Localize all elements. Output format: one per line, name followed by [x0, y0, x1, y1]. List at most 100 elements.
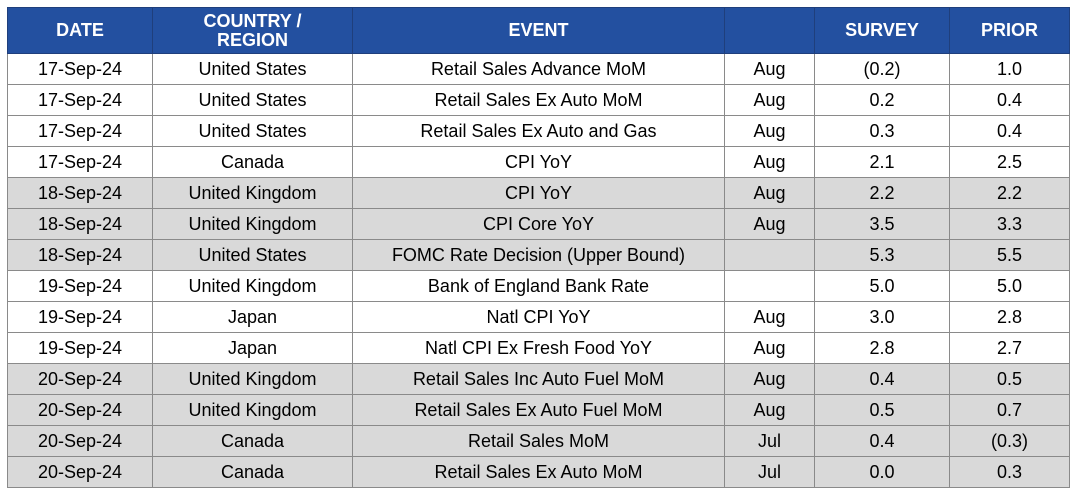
cell-period: Jul [724, 425, 815, 457]
cell-region: United Kingdom [152, 208, 353, 240]
cell-prior: 2.5 [949, 146, 1070, 178]
cell-prior: 5.5 [949, 239, 1070, 271]
cell-period: Aug [724, 332, 815, 364]
table-row: 20-Sep-24 United Kingdom Retail Sales In… [7, 363, 1070, 395]
cell-date: 19-Sep-24 [7, 270, 153, 302]
cell-date: 17-Sep-24 [7, 53, 153, 85]
cell-prior: 0.4 [949, 115, 1070, 147]
header-prior: PRIOR [949, 7, 1070, 54]
cell-prior: 2.8 [949, 301, 1070, 333]
cell-date: 17-Sep-24 [7, 146, 153, 178]
cell-region: Canada [152, 456, 353, 488]
cell-date: 19-Sep-24 [7, 301, 153, 333]
cell-event: CPI YoY [352, 146, 725, 178]
table-row: 17-Sep-24 United States Retail Sales Ex … [7, 115, 1070, 147]
cell-date: 18-Sep-24 [7, 208, 153, 240]
cell-region: United Kingdom [152, 177, 353, 209]
header-region-line1: COUNTRY / [203, 10, 302, 31]
cell-prior: 5.0 [949, 270, 1070, 302]
economic-calendar-table: DATE COUNTRY / REGION EVENT SURVEY PRIOR… [7, 7, 1070, 488]
cell-prior: 2.2 [949, 177, 1070, 209]
cell-region: Canada [152, 425, 353, 457]
cell-event: Natl CPI Ex Fresh Food YoY [352, 332, 725, 364]
cell-date: 18-Sep-24 [7, 177, 153, 209]
header-date: DATE [7, 7, 153, 54]
cell-survey: 2.8 [814, 332, 950, 364]
cell-period: Aug [724, 301, 815, 333]
cell-period: Jul [724, 456, 815, 488]
header-survey: SURVEY [814, 7, 950, 54]
cell-survey: 0.4 [814, 425, 950, 457]
header-region-line2: REGION [216, 29, 288, 50]
cell-period: Aug [724, 115, 815, 147]
cell-survey: 0.4 [814, 363, 950, 395]
table-row: 19-Sep-24 Japan Natl CPI Ex Fresh Food Y… [7, 332, 1070, 364]
header-country-region: COUNTRY / REGION [152, 7, 353, 54]
table-header-row: DATE COUNTRY / REGION EVENT SURVEY PRIOR [7, 7, 1070, 54]
cell-prior: (0.3) [949, 425, 1070, 457]
cell-region: United States [152, 84, 353, 116]
cell-region: United Kingdom [152, 394, 353, 426]
cell-period [724, 270, 815, 302]
table-row: 17-Sep-24 United States Retail Sales Adv… [7, 53, 1070, 85]
cell-prior: 0.4 [949, 84, 1070, 116]
header-event: EVENT [352, 7, 725, 54]
header-period [724, 7, 815, 54]
cell-prior: 2.7 [949, 332, 1070, 364]
table-row: 17-Sep-24 Canada CPI YoY Aug 2.1 2.5 [7, 146, 1070, 178]
cell-region: Japan [152, 332, 353, 364]
table-body: 17-Sep-24 United States Retail Sales Adv… [7, 53, 1070, 488]
cell-prior: 1.0 [949, 53, 1070, 85]
cell-date: 20-Sep-24 [7, 425, 153, 457]
cell-survey: 0.5 [814, 394, 950, 426]
cell-prior: 0.5 [949, 363, 1070, 395]
cell-prior: 0.7 [949, 394, 1070, 426]
cell-survey: 5.0 [814, 270, 950, 302]
cell-region: Japan [152, 301, 353, 333]
cell-survey: 3.5 [814, 208, 950, 240]
table-row: 20-Sep-24 Canada Retail Sales Ex Auto Mo… [7, 456, 1070, 488]
cell-survey: 2.2 [814, 177, 950, 209]
cell-region: United Kingdom [152, 270, 353, 302]
cell-event: Retail Sales Ex Auto MoM [352, 84, 725, 116]
cell-period: Aug [724, 208, 815, 240]
cell-event: Retail Sales Ex Auto and Gas [352, 115, 725, 147]
table-row: 18-Sep-24 United States FOMC Rate Decisi… [7, 239, 1070, 271]
cell-event: Retail Sales Inc Auto Fuel MoM [352, 363, 725, 395]
table-row: 17-Sep-24 United States Retail Sales Ex … [7, 84, 1070, 116]
cell-event: Retail Sales MoM [352, 425, 725, 457]
cell-date: 20-Sep-24 [7, 456, 153, 488]
table-row: 18-Sep-24 United Kingdom CPI Core YoY Au… [7, 208, 1070, 240]
cell-region: United Kingdom [152, 363, 353, 395]
cell-event: Retail Sales Ex Auto MoM [352, 456, 725, 488]
cell-period: Aug [724, 53, 815, 85]
cell-event: Bank of England Bank Rate [352, 270, 725, 302]
cell-period: Aug [724, 363, 815, 395]
cell-event: Retail Sales Advance MoM [352, 53, 725, 85]
cell-period: Aug [724, 84, 815, 116]
cell-survey: (0.2) [814, 53, 950, 85]
cell-event: FOMC Rate Decision (Upper Bound) [352, 239, 725, 271]
table-row: 19-Sep-24 United Kingdom Bank of England… [7, 270, 1070, 302]
cell-region: United States [152, 239, 353, 271]
cell-prior: 3.3 [949, 208, 1070, 240]
table-row: 19-Sep-24 Japan Natl CPI YoY Aug 3.0 2.8 [7, 301, 1070, 333]
cell-event: Retail Sales Ex Auto Fuel MoM [352, 394, 725, 426]
cell-period: Aug [724, 177, 815, 209]
cell-survey: 2.1 [814, 146, 950, 178]
cell-survey: 0.0 [814, 456, 950, 488]
cell-date: 20-Sep-24 [7, 363, 153, 395]
cell-event: CPI YoY [352, 177, 725, 209]
table-row: 20-Sep-24 Canada Retail Sales MoM Jul 0.… [7, 425, 1070, 457]
cell-date: 17-Sep-24 [7, 115, 153, 147]
cell-survey: 0.3 [814, 115, 950, 147]
cell-period [724, 239, 815, 271]
cell-region: Canada [152, 146, 353, 178]
cell-period: Aug [724, 394, 815, 426]
cell-event: Natl CPI YoY [352, 301, 725, 333]
cell-region: United States [152, 115, 353, 147]
cell-event: CPI Core YoY [352, 208, 725, 240]
cell-date: 20-Sep-24 [7, 394, 153, 426]
cell-survey: 5.3 [814, 239, 950, 271]
cell-period: Aug [724, 146, 815, 178]
